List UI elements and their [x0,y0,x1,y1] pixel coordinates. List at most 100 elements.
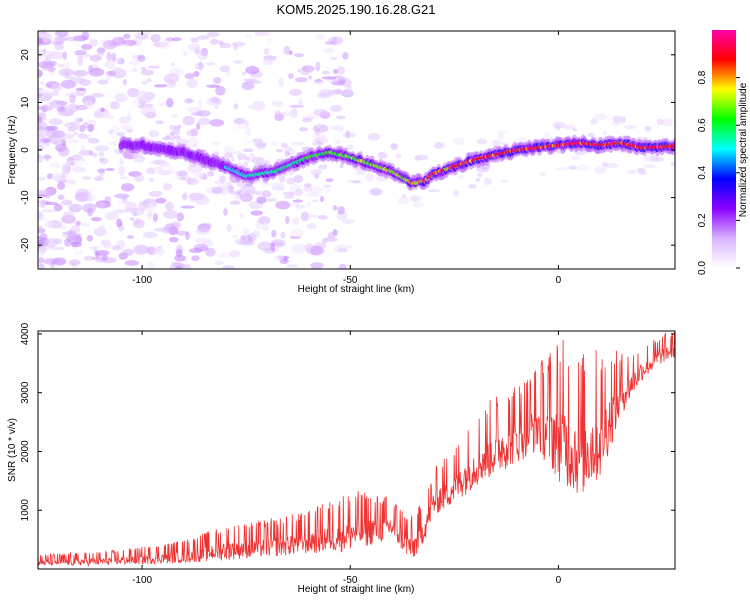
colorbar-tick-label: 0.6 [697,118,708,132]
noise-blob [38,139,45,147]
noise-blob [543,131,550,140]
noise-blob [278,172,286,183]
noise-blob [146,203,156,214]
snr-x-tick-label: -100 [132,575,152,586]
noise-blob [88,137,100,144]
noise-blob [74,125,89,131]
noise-blob [334,139,341,145]
noise-blob [292,199,304,203]
noise-blob [670,161,675,167]
noise-blob [67,139,80,144]
noise-blob [323,163,328,170]
noise-blob [263,160,271,166]
noise-blob [291,243,307,254]
noise-blob [249,153,256,159]
noise-blob [337,206,345,215]
noise-blob [57,110,74,117]
noise-blob [120,183,135,192]
noise-blob [152,212,158,222]
noise-blob [376,175,387,182]
noise-blob [495,130,508,135]
noise-blob [85,134,92,141]
noise-blob [555,124,561,131]
noise-blob [213,180,226,185]
noise-blob [167,166,175,173]
noise-blob [50,162,62,168]
noise-blob [228,191,241,195]
noise-blob [132,152,141,162]
noise-blob [148,177,154,182]
colorbar-tick-label: 0.8 [697,70,708,84]
noise-blob [73,116,81,125]
noise-blob [253,230,261,238]
noise-blob [499,141,511,146]
heatmap-ridge-layer [118,134,675,191]
snr-ticks: -100 -50 0 1000 2000 3000 4000 [20,322,675,586]
noise-blob [491,139,501,147]
noise-blob [154,227,168,232]
noise-blob [120,125,129,130]
noise-blob [61,133,75,140]
noise-blob [116,132,126,137]
noise-blob [75,87,87,91]
noise-blob [205,247,216,257]
snr-x-tick-label: 0 [556,575,562,586]
noise-blob [240,185,256,194]
noise-blob [249,80,262,84]
noise-blob [233,117,246,125]
snr-ylabel: SNR (10 * v/v) [7,418,18,482]
noise-blob [197,50,208,61]
noise-blob [103,242,112,250]
noise-blob [294,188,303,196]
noise-blob [38,200,47,208]
colorbar-gradient [712,30,736,268]
noise-blob [332,229,338,236]
noise-blob [71,154,83,161]
noise-blob [288,89,303,96]
colorbar-ticks: 0.0 0.2 0.4 0.6 0.8 [697,70,740,275]
noise-blob [475,178,481,182]
noise-blob [275,200,291,210]
noise-blob [246,104,257,110]
noise-blob [263,48,270,55]
noise-blob [310,168,322,176]
noise-blob [342,131,356,139]
noise-blob [251,100,266,111]
noise-blob [434,142,444,149]
noise-blob [38,236,45,245]
snr-y-tick-label: 3000 [20,381,31,404]
noise-blob [342,218,355,224]
noise-blob [111,52,117,62]
noise-blob [162,183,173,191]
noise-blob [38,227,46,234]
noise-blob [310,262,324,269]
noise-blob [262,58,274,66]
noise-blob [270,101,284,108]
noise-blob [318,136,329,143]
noise-blob [105,72,111,82]
noise-blob [43,237,59,248]
noise-blob [434,142,447,150]
noise-blob [38,145,45,149]
noise-blob [325,178,334,183]
noise-blob [347,179,353,184]
noise-blob [122,78,127,86]
noise-blob [186,78,198,88]
noise-blob [289,187,294,197]
noise-blob [38,131,46,140]
noise-blob [237,161,243,165]
noise-blob [219,175,226,183]
noise-blob [183,51,188,56]
noise-blob [189,196,197,203]
noise-blob [126,112,132,122]
noise-blob [188,178,195,185]
noise-blob [152,247,165,256]
noise-blob [222,265,235,269]
noise-blob [300,70,310,76]
noise-blob [67,126,77,132]
snr-panel: -100 -50 0 1000 2000 3000 4000 Height of strai… [7,322,676,595]
noise-blob [69,225,81,234]
noise-blob [115,209,124,214]
noise-blob [336,66,346,75]
